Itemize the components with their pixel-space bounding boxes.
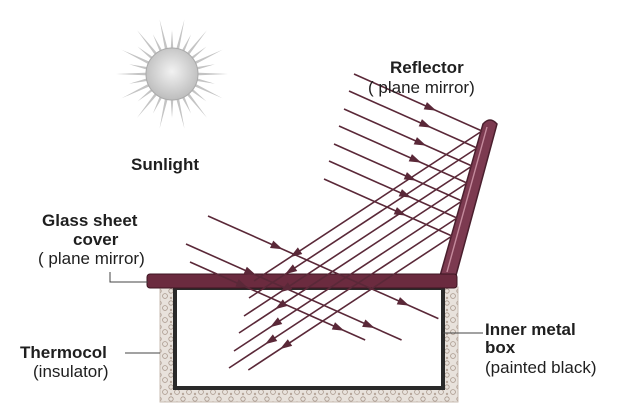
ray-arrowhead: [398, 189, 412, 198]
glass-note: ( plane mirror): [38, 249, 145, 268]
sun-ray: [159, 19, 169, 53]
sun-ray: [159, 95, 169, 129]
sun-ray: [170, 30, 174, 53]
sun-ray: [170, 95, 174, 118]
inner-box-label-line2: box: [485, 338, 516, 357]
sun-disk: [145, 47, 199, 101]
ray-arrowhead: [285, 264, 298, 275]
sun-ray: [180, 34, 192, 55]
sun-ray: [193, 64, 215, 71]
sunlight-label: Sunlight: [131, 155, 199, 174]
ray-arrowhead: [275, 299, 288, 310]
incident-ray: [323, 178, 453, 237]
incident-ray: [338, 125, 468, 184]
ray-arrowhead: [396, 297, 410, 306]
ray-arrowhead: [270, 317, 283, 328]
sun-ray: [175, 19, 185, 53]
ray-arrowhead: [265, 334, 278, 345]
sun-ray: [184, 90, 207, 118]
ray-arrowhead: [393, 207, 407, 216]
reflector-highlight: [446, 126, 488, 273]
glass-leader-line: [109, 272, 148, 283]
incident-ray: [328, 160, 458, 219]
ray-arrowhead: [423, 102, 437, 111]
sun-ray: [180, 93, 192, 114]
glass-sheet-cover: [146, 273, 458, 289]
reflector-mirror: [439, 119, 498, 280]
sun-ray: [137, 30, 160, 58]
sun-ray: [116, 72, 151, 76]
sunlight-rays: [185, 73, 483, 371]
reflector-note: ( plane mirror): [368, 78, 475, 97]
ray-arrowhead: [418, 119, 432, 128]
ray-arrowhead: [235, 279, 249, 288]
glass-label-line2: cover: [73, 230, 119, 249]
sun-ray: [121, 49, 153, 66]
ray-arrowhead: [290, 247, 303, 258]
sun-ray: [184, 30, 207, 58]
glass-label-line1: Glass sheet: [42, 211, 138, 230]
inner-box-note: (painted black): [485, 358, 597, 377]
reflector-label: Reflector: [390, 58, 464, 77]
ray-arrowhead: [270, 240, 283, 250]
sun-ray: [121, 82, 153, 99]
incident-ray: [348, 90, 478, 149]
ray-arrowhead: [362, 319, 375, 329]
ray-arrowhead: [403, 172, 417, 181]
ray-arrowhead: [413, 137, 427, 146]
incident-ray: [333, 143, 463, 202]
incident-ray: [343, 108, 473, 167]
sun-ray: [152, 34, 164, 55]
ray-arrowhead: [331, 322, 345, 331]
sun-ray: [191, 82, 223, 99]
sun-ray: [191, 49, 223, 66]
sun-ray: [137, 90, 160, 118]
sun-ray: [129, 64, 151, 71]
inner-box-label-line1: Inner metal: [485, 320, 576, 339]
ray-arrowhead: [279, 339, 293, 350]
ray-arrowhead: [408, 154, 422, 163]
sun-ray: [129, 77, 151, 84]
thermocol-label: Thermocol: [20, 343, 107, 362]
sun-icon: [116, 19, 228, 129]
thermocol-note: (insulator): [33, 362, 109, 381]
incident-ray: [353, 73, 483, 132]
sun-ray: [152, 93, 164, 114]
sun-ray: [193, 77, 215, 84]
sun-ray: [193, 72, 228, 76]
ray-arrowhead: [243, 266, 257, 276]
sun-ray: [175, 95, 185, 129]
